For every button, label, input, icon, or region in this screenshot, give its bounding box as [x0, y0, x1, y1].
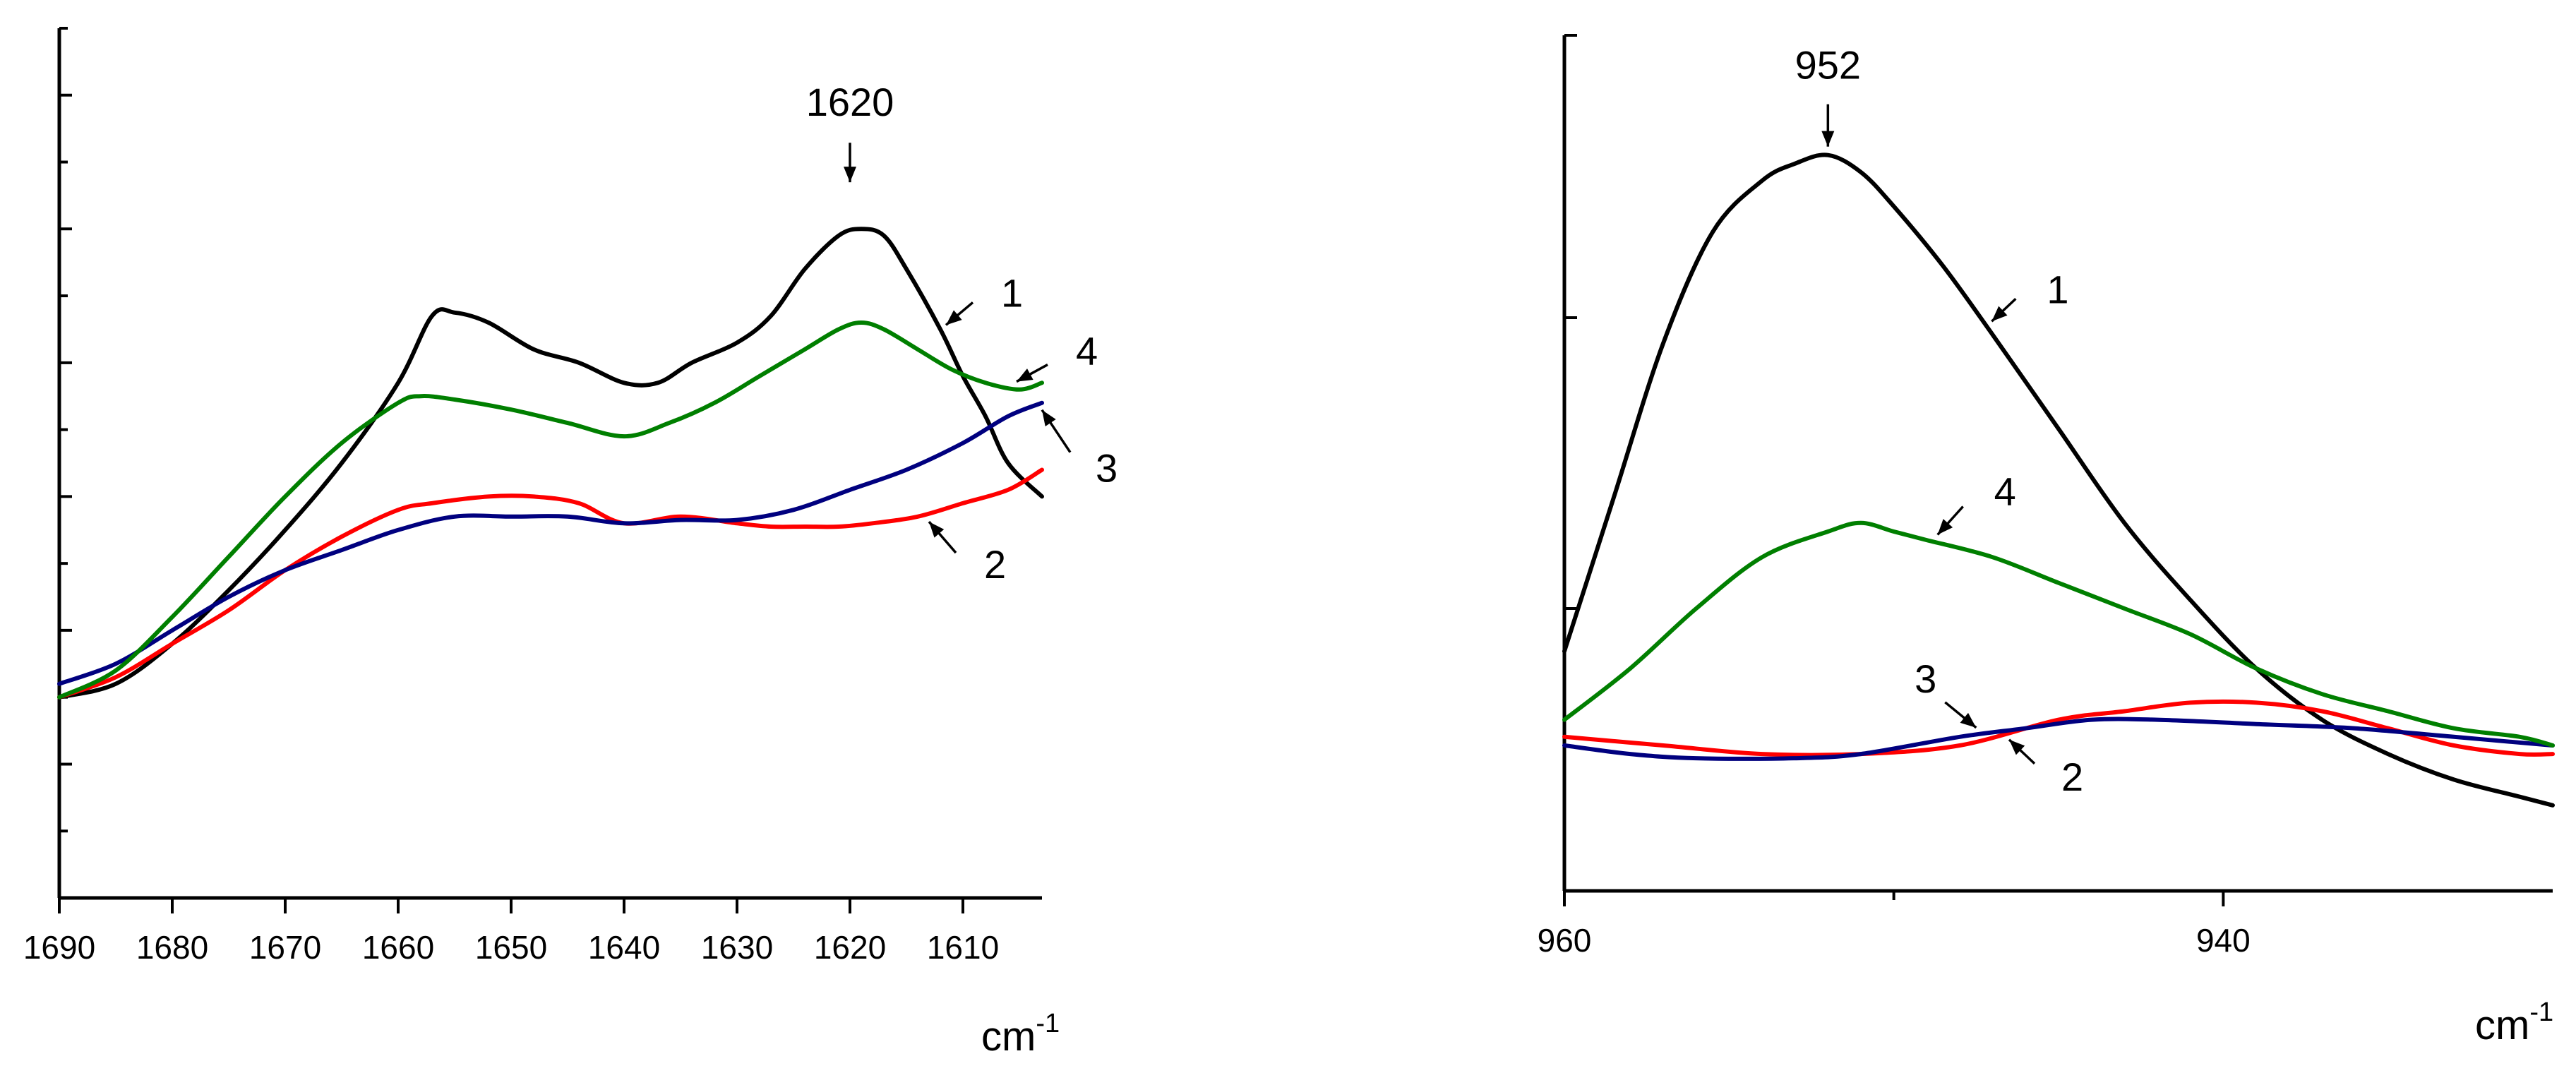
- series-4-line: [57, 320, 1044, 700]
- annotation-label-4: 4: [1994, 469, 2016, 514]
- annotation-label-1: 1: [2047, 267, 2068, 311]
- x-tick-label: 1640: [588, 929, 660, 966]
- series-2-line: [1562, 699, 2555, 757]
- annotation-label-2: 2: [2061, 755, 2083, 799]
- left-chart: 1690 1680 1670 1660 1650 1640 1630 1620 1610 cm-1…: [23, 27, 1118, 1060]
- series-4-line: [1562, 520, 2555, 748]
- annotation-4-arrow: [1016, 364, 1048, 383]
- x-axis-unit-label: cm-1: [2475, 997, 2553, 1048]
- annotation-4-arrow: [1936, 505, 1964, 536]
- annotation-label-3: 3: [1915, 657, 1936, 701]
- x-tick-label: 960: [1538, 922, 1592, 959]
- annotation-label-952: 952: [1795, 43, 1861, 88]
- x-axis-unit-label: cm-1: [981, 1009, 1060, 1060]
- annotation-1-arrow: [945, 301, 974, 326]
- annotation-2-arrow: [2008, 738, 2036, 765]
- series-1-line: [1562, 152, 2555, 808]
- x-tick-label: 1650: [475, 929, 547, 966]
- annotation-3-arrow: [1944, 701, 1977, 729]
- x-tick-label: 1620: [814, 929, 886, 966]
- annotation-1620-arrow: [844, 143, 856, 183]
- annotation-2-arrow: [928, 520, 957, 554]
- series-3-line: [1562, 717, 2555, 761]
- annotation-3-arrow: [1041, 409, 1072, 453]
- annotation-label-1: 1: [1001, 270, 1023, 315]
- annotation-952-arrow: [1821, 104, 1835, 147]
- x-tick-label: 1610: [927, 929, 999, 966]
- x-tick-label: 1690: [23, 929, 95, 966]
- annotation-label-4: 4: [1076, 329, 1098, 373]
- annotation-label-2: 2: [984, 542, 1006, 587]
- x-tick-label: 1680: [136, 929, 208, 966]
- x-tick-label: 1660: [362, 929, 434, 966]
- x-tick-label: 1630: [701, 929, 773, 966]
- annotation-1-arrow: [1991, 297, 2017, 323]
- x-tick-label: 940: [2196, 922, 2251, 959]
- annotation-label-1620: 1620: [806, 80, 894, 124]
- annotation-label-3: 3: [1096, 446, 1118, 491]
- x-tick-label: 1670: [249, 929, 321, 966]
- series-2-line: [57, 467, 1044, 700]
- series-1-line: [57, 227, 1044, 700]
- right-chart: 960 940 cm-1 952 1 2 3 4: [1538, 34, 2555, 1048]
- series-3-line: [57, 400, 1044, 686]
